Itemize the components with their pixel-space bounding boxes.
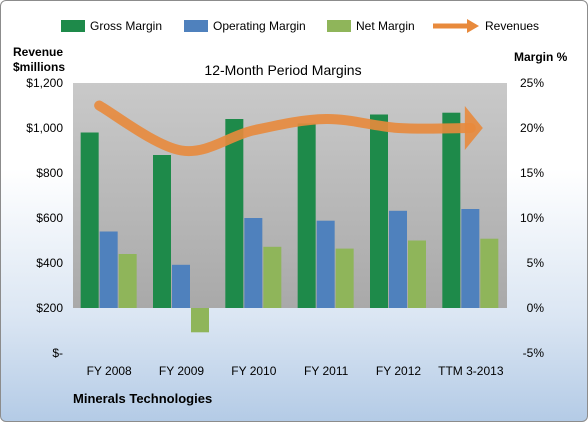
- bar-net-margin-5: [480, 238, 499, 308]
- right-tick-label: 20%: [520, 121, 544, 135]
- revenue-line-path: [94, 100, 476, 157]
- bar-net-margin-4: [408, 240, 426, 308]
- left-tick-label: $600: [36, 211, 63, 225]
- x-tick-label: FY 2011: [304, 364, 349, 378]
- x-axis-ticks: FY 2008 FY 2009 FY 2010 FY 2011 FY 2012 TTM 3…: [87, 364, 504, 378]
- right-tick-label: 5%: [527, 256, 545, 270]
- legend: Gross Margin Operating Margin Net Margin…: [61, 19, 539, 33]
- left-axis-ticks: $- $200 $400 $600 $800 $1,000 $1,200: [26, 76, 63, 360]
- bar-gross-margin-2: [225, 119, 244, 308]
- bar-operating-margin-2: [244, 218, 263, 308]
- plot-area: [73, 83, 507, 308]
- legend-label-operating-margin: Operating Margin: [213, 19, 306, 33]
- x-tick-label: FY 2008: [87, 364, 132, 378]
- right-axis-title: Margin %: [514, 50, 568, 64]
- bar-net-margin-3: [335, 248, 354, 308]
- legend-label-net-margin: Net Margin: [356, 19, 415, 33]
- revenue-line-arrowhead: [464, 106, 483, 150]
- bar-gross-margin-0: [80, 132, 99, 308]
- right-tick-label: -5%: [523, 346, 545, 360]
- legend-swatch-net-margin: [327, 20, 351, 32]
- x-tick-label: FY 2009: [159, 364, 204, 378]
- left-tick-label: $400: [36, 256, 63, 270]
- bar-gross-margin-5: [442, 112, 461, 308]
- right-tick-label: 0%: [527, 301, 545, 315]
- bar-operating-margin-5: [461, 209, 480, 308]
- right-tick-label: 15%: [520, 166, 544, 180]
- bar-net-margin-1: [191, 308, 209, 333]
- company-name: Minerals Technologies: [73, 391, 212, 406]
- legend-label-gross-margin: Gross Margin: [90, 19, 162, 33]
- bar-operating-margin-4: [389, 210, 407, 308]
- left-tick-label: $-: [52, 346, 63, 360]
- bar-series: [80, 112, 499, 333]
- revenue-line: [94, 100, 483, 157]
- legend-swatch-operating-margin: [184, 20, 208, 32]
- bar-net-margin-2: [263, 246, 282, 308]
- bar-gross-margin-1: [153, 155, 171, 308]
- legend-swatch-gross-margin: [61, 20, 85, 32]
- x-tick-label: FY 2010: [231, 364, 276, 378]
- bar-gross-margin-3: [297, 123, 316, 308]
- bar-operating-margin-3: [316, 220, 335, 308]
- legend-arrowhead-revenues: [467, 19, 479, 33]
- left-axis-title-line2: $millions: [13, 60, 65, 74]
- left-axis-title-line1: Revenue: [13, 45, 63, 59]
- left-tick-label: $1,200: [26, 76, 63, 90]
- left-tick-label: $200: [36, 301, 63, 315]
- left-tick-label: $1,000: [26, 121, 63, 135]
- x-tick-label: FY 2012: [376, 364, 421, 378]
- right-axis-ticks: -5% 0% 5% 10% 15% 20% 25%: [520, 76, 544, 360]
- x-tick-label: TTM 3-2013: [438, 364, 504, 378]
- left-tick-label: $800: [36, 166, 63, 180]
- bar-operating-margin-1: [172, 264, 190, 308]
- right-tick-label: 25%: [520, 76, 544, 90]
- bar-operating-margin-0: [99, 231, 118, 308]
- bar-net-margin-0: [118, 254, 137, 308]
- right-tick-label: 10%: [520, 211, 544, 225]
- bar-gross-margin-4: [370, 114, 388, 308]
- legend-label-revenues: Revenues: [485, 19, 539, 33]
- chart-title: 12-Month Period Margins: [204, 62, 361, 78]
